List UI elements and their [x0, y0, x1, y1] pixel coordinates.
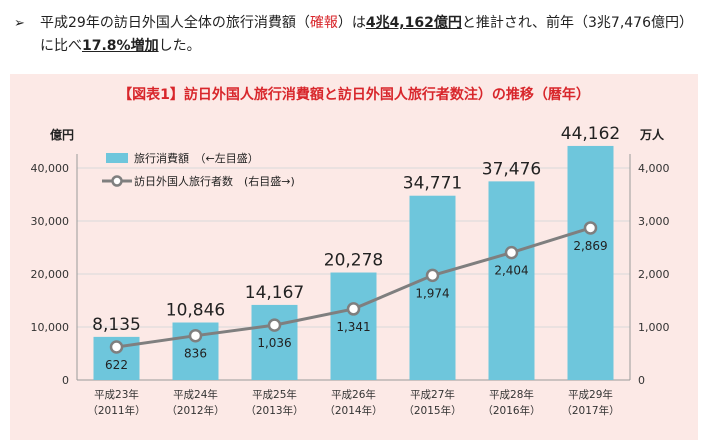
right-axis-unit: 万人: [639, 127, 665, 142]
line-value-label: 2,869: [573, 239, 607, 253]
legend-line-label: 訪日外国人旅行者数 (右目盛→): [134, 174, 295, 188]
bar-value-label: 34,771: [403, 174, 462, 194]
intro-part2: ）は: [337, 15, 366, 31]
line-point: [504, 245, 519, 260]
line-value-label: 1,974: [415, 286, 449, 300]
x-tick-label: 平成25年: [252, 388, 297, 401]
intro-part3: と推計され、前年（3兆7,476億円）に比べ: [40, 15, 693, 54]
right-tick-label: 2,000: [638, 268, 670, 281]
x-tick-label: （2014年）: [324, 404, 382, 417]
line-value-label: 836: [184, 347, 207, 361]
bar-value-label: 8,135: [92, 315, 141, 335]
line-point: [109, 340, 124, 354]
line-value-label: 1,341: [336, 320, 370, 334]
x-tick-label: 平成28年: [489, 388, 534, 401]
bar: [409, 195, 456, 380]
right-tick-label: 0: [638, 374, 645, 387]
bar: [567, 145, 614, 380]
intro-part4: した。: [158, 38, 201, 54]
x-tick-label: （2013年）: [245, 404, 303, 417]
right-tick-label: 1,000: [638, 321, 670, 334]
x-tick-label: 平成29年: [568, 388, 613, 401]
intro-amount: 4兆4,162億円: [365, 15, 462, 31]
legend-bar-swatch: [106, 153, 128, 163]
intro-part1: 平成29年の訪日外国人全体の旅行消費額（: [40, 15, 310, 31]
x-tick-label: 平成24年: [173, 388, 218, 401]
bar-value-label: 14,167: [245, 283, 304, 303]
bar: [330, 272, 377, 380]
legend-line-marker: [111, 175, 123, 187]
x-tick-label: （2016年）: [482, 404, 540, 417]
bar: [488, 181, 535, 380]
chart-title: 【図表1】訪日外国人旅行消費額と訪日外国人旅行者数注）の推移（暦年）: [118, 87, 590, 103]
bar-value-label: 44,162: [561, 124, 620, 144]
x-tick-label: 平成23年: [94, 388, 139, 401]
line-point: [583, 221, 598, 235]
line-value-label: 622: [105, 358, 128, 372]
bar-value-label: 37,476: [482, 159, 541, 179]
intro-sentence: 平成29年の訪日外国人全体の旅行消費額（確報）は4兆4,162億円と推計され、前…: [40, 12, 694, 58]
legend-bar-label: 旅行消費額 （←左目盛）: [134, 151, 259, 165]
line-value-label: 2,404: [494, 264, 528, 278]
line-point: [267, 318, 282, 332]
right-tick-label: 4,000: [638, 162, 670, 175]
line-point: [188, 328, 203, 343]
bar: [251, 304, 298, 380]
left-tick-label: 30,000: [31, 215, 70, 228]
line-value-label: 1,036: [257, 336, 291, 350]
x-tick-label: （2015年）: [403, 404, 461, 417]
bullet-icon: ➢: [14, 16, 25, 31]
x-tick-label: （2012年）: [166, 404, 224, 417]
intro-growth: 17.8%増加: [82, 38, 159, 54]
bar-value-label: 10,846: [166, 301, 225, 321]
line-point: [425, 268, 440, 283]
intro-kakuho: 確報: [309, 15, 338, 31]
left-tick-label: 20,000: [31, 268, 70, 281]
x-tick-label: 平成27年: [410, 388, 455, 401]
x-tick-label: 平成26年: [331, 388, 376, 401]
x-tick-label: （2011年）: [87, 404, 145, 417]
left-tick-label: 0: [62, 374, 69, 387]
intro-text: ➢ 平成29年の訪日外国人全体の旅行消費額（確報）は4兆4,162億円と推計され…: [14, 12, 694, 58]
right-tick-label: 3,000: [638, 215, 670, 228]
left-axis-unit: 億円: [50, 127, 74, 142]
left-tick-label: 10,000: [31, 321, 70, 334]
line-point: [346, 302, 361, 316]
left-tick-label: 40,000: [31, 162, 70, 175]
x-tick-label: （2017年）: [561, 404, 619, 417]
bar-value-label: 20,278: [324, 251, 383, 271]
